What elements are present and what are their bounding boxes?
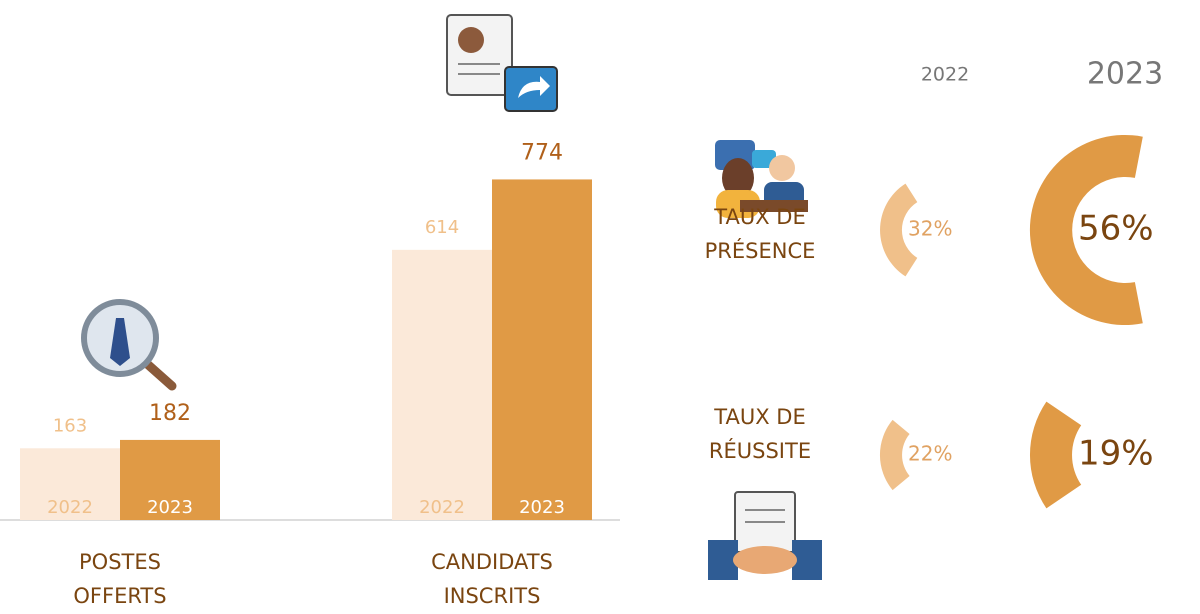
value-label: 56%	[1078, 209, 1154, 249]
category-label: 2023	[147, 497, 193, 518]
value-label: 614	[425, 217, 459, 238]
chart-title: CANDIDATS INSCRITS	[402, 545, 582, 613]
category-label: 2022	[419, 497, 465, 518]
column-header: 2023	[1087, 57, 1163, 92]
row-title: TAUX DE PRÉSENCE	[680, 200, 840, 268]
infographic: 163 2022 182 2023 614 2022 774 2023 2022 2023 32% 5…	[0, 0, 1200, 614]
value-label: 774	[521, 140, 563, 165]
rate-arc	[1030, 402, 1081, 509]
value-label: 182	[149, 401, 191, 426]
document-icon	[447, 15, 557, 111]
bar	[492, 179, 592, 520]
value-label: 163	[53, 415, 87, 436]
chart-title: POSTES OFFERTS	[30, 545, 210, 613]
row-title: TAUX DE RÉUSSITE	[680, 400, 840, 468]
handshake-icon	[708, 492, 822, 580]
chart: 163 2022 182 2023 614 2022 774 2023 2022 2023 32% 5…	[0, 0, 1200, 614]
rate-arc	[880, 420, 910, 490]
value-label: 22%	[908, 442, 952, 466]
value-label: 32%	[908, 217, 952, 241]
value-label: 19%	[1078, 434, 1154, 474]
magnifier-icon	[84, 302, 172, 386]
category-label: 2023	[519, 497, 565, 518]
column-header: 2022	[921, 64, 969, 86]
bar	[392, 250, 492, 520]
category-label: 2022	[47, 497, 93, 518]
